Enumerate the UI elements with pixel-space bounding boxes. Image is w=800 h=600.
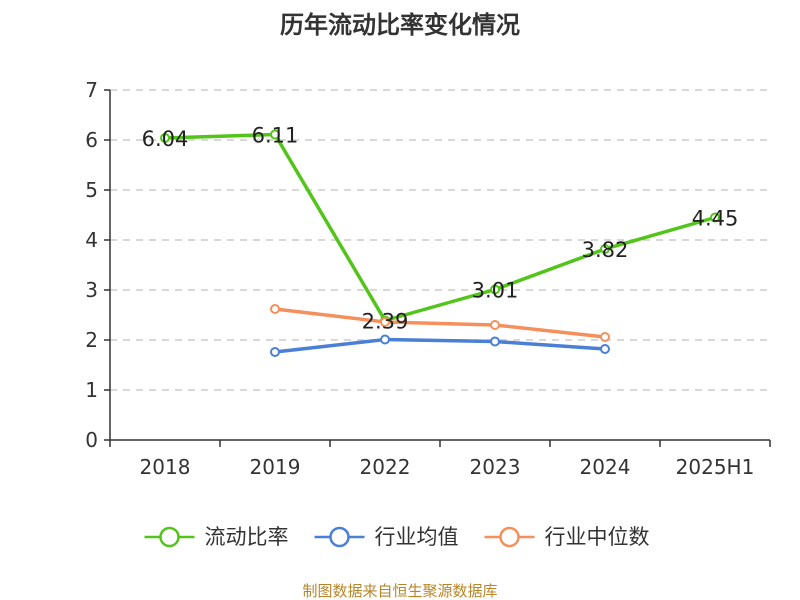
axes: 0 1 2 3 4 5 6 7 2018 2019 2022 2023 2024 2025H1 bbox=[85, 78, 771, 479]
chart-title: 历年流动比率变化情况 bbox=[280, 11, 520, 39]
series-1-point[interactable] bbox=[380, 334, 390, 345]
y-tick-label: 4 bbox=[85, 228, 98, 252]
y-tick-label: 5 bbox=[85, 178, 98, 202]
series-0-point[interactable] bbox=[160, 133, 170, 143]
x-tick-label: 2023 bbox=[470, 455, 521, 479]
series-line-0 bbox=[163, 132, 717, 323]
x-tick-label: 2024 bbox=[580, 455, 631, 479]
grid-lines bbox=[110, 89, 770, 391]
data-label: 3.01 bbox=[472, 279, 519, 303]
y-tick-label: 7 bbox=[85, 78, 98, 102]
data-label: 3.82 bbox=[582, 238, 629, 262]
x-tick-label: 2019 bbox=[250, 455, 301, 479]
x-tick-label: 2022 bbox=[360, 455, 411, 479]
series-2-point[interactable] bbox=[270, 304, 280, 314]
series-1-point[interactable] bbox=[270, 347, 280, 357]
legend-marker-icon bbox=[499, 526, 520, 548]
legend-marker-icon bbox=[329, 526, 350, 548]
series-2-point[interactable] bbox=[490, 320, 500, 330]
legend-label: 行业均值 bbox=[375, 525, 459, 549]
series-0-point[interactable] bbox=[710, 212, 720, 223]
series-2-point[interactable] bbox=[380, 317, 390, 327]
data-label: 2.39 bbox=[362, 310, 409, 334]
legend-item-0[interactable]: 流动比率 bbox=[144, 525, 289, 549]
series-2-point[interactable] bbox=[600, 332, 610, 342]
data-labels: 6.04 6.11 2.39 3.01 3.82 4.45 bbox=[142, 124, 739, 334]
series-0-point[interactable] bbox=[270, 129, 280, 140]
series-0-point[interactable] bbox=[490, 284, 500, 295]
legend-marker-icon bbox=[159, 526, 180, 548]
legend[interactable]: 流动比率 行业均值 行业中位数 bbox=[144, 525, 650, 549]
data-label: 6.11 bbox=[252, 124, 299, 148]
series-1-point[interactable] bbox=[490, 336, 500, 347]
series-line-2 bbox=[273, 307, 607, 339]
series-0-point[interactable] bbox=[600, 244, 610, 254]
y-tick-label: 1 bbox=[85, 378, 98, 402]
y-tick-label: 2 bbox=[85, 328, 98, 352]
series-line-1 bbox=[273, 337, 607, 354]
legend-label: 流动比率 bbox=[205, 525, 289, 549]
legend-item-2[interactable]: 行业中位数 bbox=[484, 525, 650, 549]
legend-item-1[interactable]: 行业均值 bbox=[314, 525, 459, 549]
series-1-point[interactable] bbox=[600, 344, 610, 354]
y-tick-label: 0 bbox=[85, 428, 98, 452]
data-label: 6.04 bbox=[142, 127, 189, 151]
data-label: 4.45 bbox=[692, 207, 739, 231]
x-tick-label: 2018 bbox=[140, 455, 191, 479]
y-tick-label: 6 bbox=[85, 128, 98, 152]
y-tick-label: 3 bbox=[85, 278, 98, 302]
source-note: 制图数据来自恒生聚源数据库 bbox=[302, 582, 497, 600]
x-tick-label: 2025H1 bbox=[676, 455, 755, 479]
legend-label: 行业中位数 bbox=[545, 525, 650, 549]
series-lines bbox=[160, 129, 720, 357]
